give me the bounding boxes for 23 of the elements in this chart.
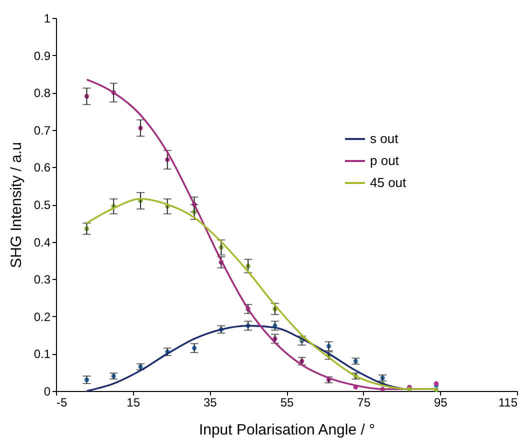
y-tick-label: 0.1 [34,347,51,362]
y-tick-label: 0.7 [34,123,51,138]
x-tick-label: 35 [203,396,218,410]
y-tick-label: 0.8 [34,86,51,100]
y-tick-label: 1 [44,12,51,26]
legend-label: p out [370,153,400,168]
x-tick-label: 115 [498,396,518,410]
x-tick-label: 15 [126,396,140,410]
legend-label: 45 out [370,175,407,190]
y-tick-label: 0 [44,384,51,398]
y-axis-title: SHG Intensity / a.u [8,142,25,268]
y-tick-label: 0.3 [34,272,51,287]
x-tick-label: 75 [357,396,371,410]
x-tick-label: -5 [56,396,68,410]
y-tick-label: 0.4 [34,235,51,250]
legend-label: s out [370,131,399,146]
y-tick-label: 0.5 [34,198,51,212]
y-tick-label: 0.6 [34,160,51,175]
y-tick-label: 0.2 [34,310,51,324]
y-tick-label: 0.9 [34,48,51,63]
x-axis-title: Input Polarisation Angle / ° [198,422,376,438]
x-tick-label: 95 [434,396,448,410]
x-tick-label: 55 [280,396,294,410]
